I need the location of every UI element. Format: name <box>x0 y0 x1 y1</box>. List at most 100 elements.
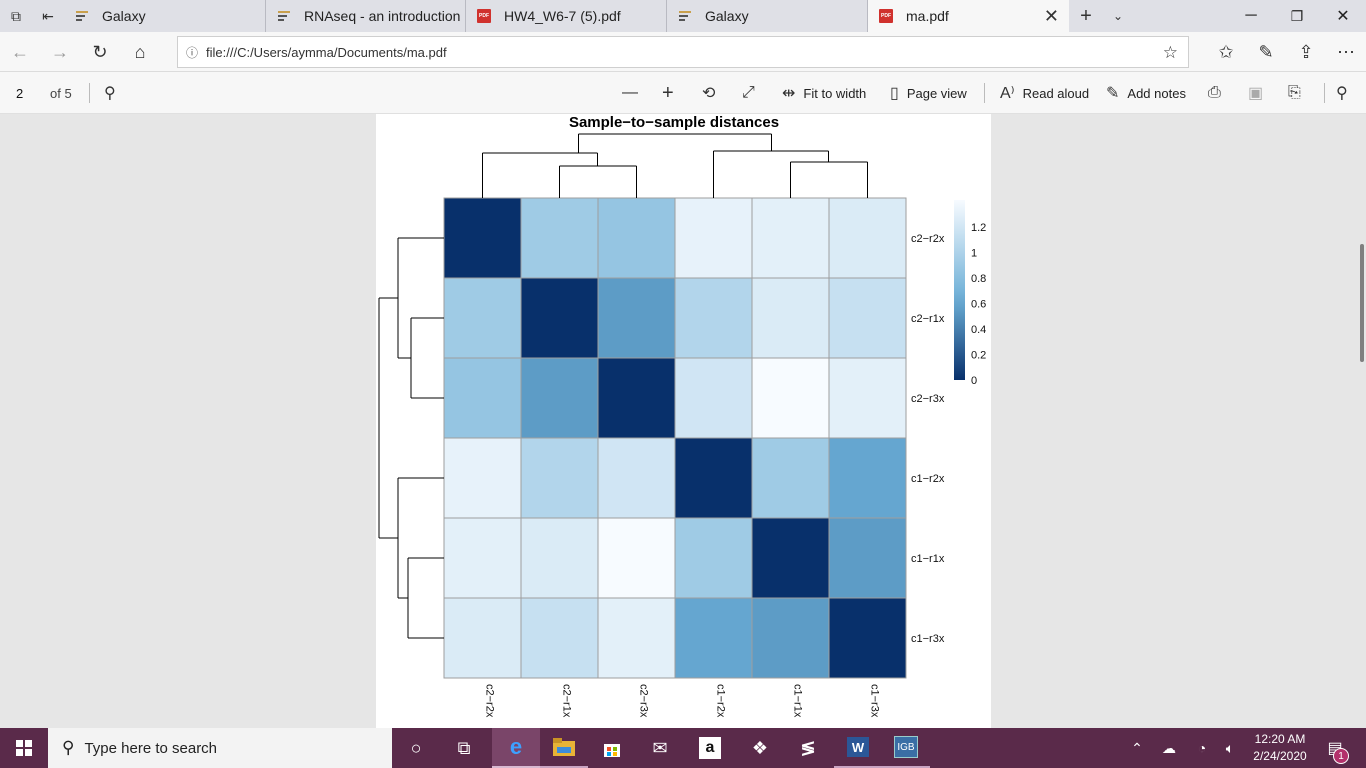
heatmap-cell <box>597 357 676 439</box>
tab-title: ma.pdf <box>906 8 949 24</box>
read-aloud-button[interactable]: A⁾ Read aloud <box>1000 80 1089 106</box>
restore-icon[interactable]: ❐ <box>1290 7 1304 24</box>
heatmap-cell <box>443 197 522 279</box>
heatmap-cell <box>520 437 599 519</box>
taskbar-search[interactable]: ⚲ Type here to search <box>48 728 392 768</box>
heatmap-cell <box>520 597 599 679</box>
heatmap-cell <box>674 437 753 519</box>
store-icon[interactable] <box>588 728 636 768</box>
onedrive-cloud-icon[interactable]: ☁ <box>1162 739 1176 756</box>
pdf-toolbar: 2 of 5 ⚲ — + ⟲ ⤢ ⇹ Fit to width ▯ Page v… <box>0 72 1366 114</box>
galaxy-favicon-icon <box>677 8 693 24</box>
print-icon[interactable]: ⎙ <box>1208 84 1221 101</box>
word-icon[interactable]: W <box>834 728 882 768</box>
address-bar[interactable]: ⓘ file:///C:/Users/aymma/Documents/ma.pd… <box>177 36 1189 68</box>
row-label: c2−r3x <box>911 393 945 405</box>
pin-toolbar-icon[interactable]: ⚲ <box>1336 85 1348 102</box>
heatmap-cell <box>828 277 907 359</box>
tab-strip: ⧉ ⇤ Galaxy RNAseq - an introduction PDF … <box>0 0 1366 32</box>
row-label: c2−r2x <box>911 233 945 245</box>
galaxy-favicon-icon <box>276 8 292 24</box>
set-tabs-aside-icon[interactable]: ⇤ <box>42 7 54 24</box>
add-notes-button[interactable]: ✎ Add notes <box>1106 80 1186 106</box>
mail-icon[interactable]: ✉ <box>652 737 668 758</box>
row-label: c1−r1x <box>911 553 945 565</box>
dropbox-icon[interactable]: ❖ <box>751 737 769 758</box>
home-icon[interactable]: ⌂ <box>134 41 146 62</box>
info-icon[interactable]: ⓘ <box>185 45 198 60</box>
back-icon[interactable]: ← <box>11 41 29 62</box>
share-icon[interactable]: ⇪ <box>1298 41 1314 62</box>
save-as-icon[interactable]: ⎘ <box>1288 84 1301 101</box>
igv-app-icon[interactable]: IGB <box>882 728 930 768</box>
close-tab-icon[interactable]: ✕ <box>1043 6 1059 26</box>
colorbar-tick-label: 0.4 <box>971 324 986 336</box>
show-hidden-icons-icon[interactable]: ⌃ <box>1131 739 1143 756</box>
row-label: c1−r2x <box>911 473 945 485</box>
forward-icon[interactable]: → <box>51 41 69 62</box>
rotate-icon[interactable]: ⟲ <box>702 85 716 102</box>
fit-to-width-button[interactable]: ⇹ Fit to width <box>782 80 866 106</box>
divider <box>1324 83 1325 103</box>
tab-galaxy-1[interactable]: Galaxy <box>64 0 266 32</box>
volume-icon[interactable]: 🔈︎ <box>1225 739 1235 756</box>
heatmap-cell <box>520 197 599 279</box>
add-notes-pen-icon[interactable]: ✎ <box>1258 41 1274 62</box>
navigation-bar: ← → ↻ ⌂ ⓘ file:///C:/Users/aymma/Documen… <box>0 32 1366 72</box>
new-tab-icon[interactable]: + <box>1080 4 1092 27</box>
heatmap-cell <box>674 357 753 439</box>
tab-actions-icon[interactable]: ⧉ <box>11 7 21 24</box>
network-wifi-icon[interactable]: ◔ <box>1197 740 1207 756</box>
tab-title: Galaxy <box>102 8 146 24</box>
page-view-button[interactable]: ▯ Page view <box>890 80 967 106</box>
pdf-favicon-icon: PDF <box>476 8 492 24</box>
tab-galaxy-2[interactable]: Galaxy <box>667 0 868 32</box>
clock-date: 2/24/2020 <box>1253 749 1307 763</box>
vertical-scrollbar[interactable] <box>1360 244 1364 362</box>
full-screen-icon[interactable]: ⤢ <box>742 84 755 101</box>
close-window-icon[interactable]: ✕ <box>1336 8 1350 25</box>
heatmap-chart: Sample−to−sample distances c2−r2x c2−r1x c… <box>378 114 986 718</box>
tab-title: HW4_W6-7 (5).pdf <box>504 8 621 24</box>
tab-preview-chevron-icon[interactable]: ⌄ <box>1112 9 1124 23</box>
chart-title: Sample−to−sample distances <box>569 114 779 131</box>
save-icon[interactable]: ▣ <box>1248 85 1264 102</box>
heatmap-cell <box>828 357 907 439</box>
zoom-in-icon[interactable]: + <box>662 81 674 104</box>
edge-browser-icon[interactable]: e <box>492 728 540 768</box>
page-view-label: Page view <box>906 85 967 101</box>
system-clock[interactable]: 12:20 AM 2/24/2020 <box>1246 731 1314 765</box>
colorbar-tick-label: 0.6 <box>971 298 986 310</box>
cortana-icon[interactable]: ○ <box>410 737 422 758</box>
column-label: c1−r1x <box>792 684 804 718</box>
taskbar: ⚲ Type here to search ○ ⧉ e ✉ a ❖ ≶ W IG… <box>0 728 1366 768</box>
column-label: c1−r2x <box>715 684 727 718</box>
refresh-icon[interactable]: ↻ <box>92 41 108 62</box>
zoom-out-icon[interactable]: — <box>622 84 638 101</box>
heatmap-cell <box>597 277 676 359</box>
heatmap-cell <box>751 437 830 519</box>
column-label: c1−r3x <box>869 684 881 718</box>
heatmap-cell <box>443 357 522 439</box>
heatmap-cell <box>751 357 830 439</box>
tab-rnaseq[interactable]: RNAseq - an introduction <box>266 0 466 32</box>
minimize-icon[interactable]: ─ <box>1245 7 1257 24</box>
tab-hw4-pdf[interactable]: PDF HW4_W6-7 (5).pdf <box>466 0 667 32</box>
favorites-icon[interactable]: ✩ <box>1218 41 1234 62</box>
pdf-viewer[interactable]: Sample−to−sample distances c2−r2x c2−r1x c… <box>0 114 1366 728</box>
search-icon[interactable]: ⚲ <box>104 85 116 102</box>
file-explorer-icon[interactable] <box>540 728 588 768</box>
power-automate-icon[interactable]: ≶ <box>800 737 816 758</box>
task-view-icon[interactable]: ⧉ <box>457 737 471 758</box>
heatmap-cell <box>828 437 907 519</box>
heatmap-cell <box>443 437 522 519</box>
page-number-input[interactable]: 2 <box>16 85 24 101</box>
heatmap-cell <box>443 277 522 359</box>
more-menu-icon[interactable]: ⋯ <box>1337 41 1355 62</box>
favorite-star-icon[interactable]: ☆ <box>1162 43 1178 62</box>
tab-ma-pdf[interactable]: PDF ma.pdf ✕ <box>868 0 1069 32</box>
page-total: of 5 <box>50 85 72 101</box>
row-label: c2−r1x <box>911 313 945 325</box>
amazon-icon[interactable]: a <box>686 728 734 768</box>
start-windows-icon[interactable] <box>0 728 48 768</box>
